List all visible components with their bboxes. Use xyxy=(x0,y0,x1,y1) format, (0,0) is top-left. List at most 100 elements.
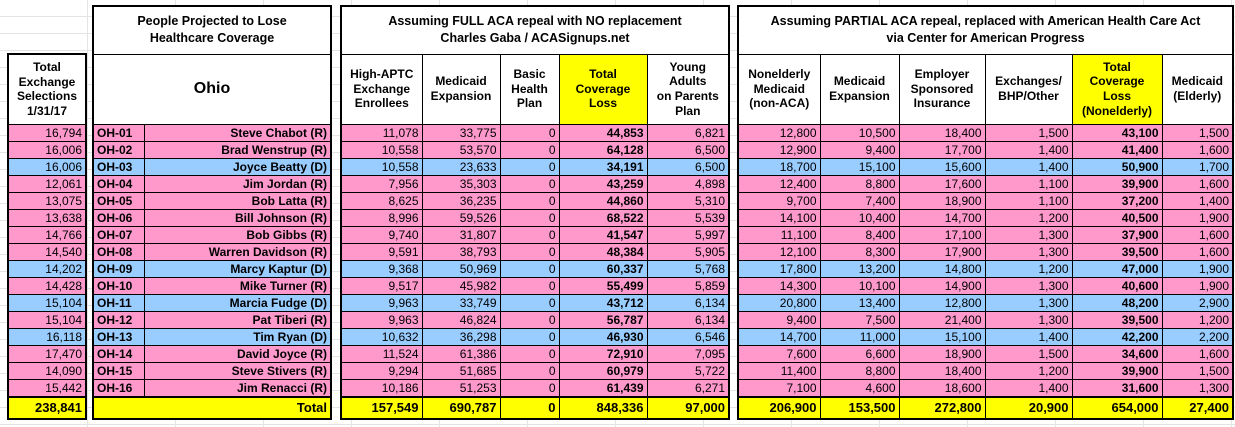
cell[interactable]: 44,853 xyxy=(558,123,648,142)
cell-total-coverage-loss-nonelderly[interactable]: 654,000 xyxy=(1071,395,1163,419)
cell-district[interactable]: OH-14 xyxy=(92,344,145,363)
cell[interactable]: 9,700 xyxy=(737,191,821,210)
cell[interactable]: 20,800 xyxy=(737,293,821,312)
cell[interactable]: 40,600 xyxy=(1071,276,1163,295)
cell-total[interactable]: 20,900 xyxy=(984,395,1073,419)
cell[interactable]: 6,600 xyxy=(819,344,900,363)
cell-exchange-selections[interactable]: 16,006 xyxy=(7,140,87,159)
cell[interactable]: 1,700 xyxy=(1161,157,1234,176)
cell-exchange-selections[interactable]: 16,794 xyxy=(7,123,87,142)
cell[interactable]: 18,400 xyxy=(898,123,986,142)
cell[interactable]: 1,300 xyxy=(984,242,1073,261)
cell[interactable]: 9,400 xyxy=(737,310,821,329)
cell[interactable]: 11,100 xyxy=(737,225,821,244)
cell[interactable]: 14,300 xyxy=(737,276,821,295)
cell[interactable]: 10,186 xyxy=(340,378,423,397)
cell[interactable]: 1,600 xyxy=(1161,174,1234,193)
cell[interactable]: 12,800 xyxy=(737,123,821,142)
cell[interactable]: 0 xyxy=(499,242,560,261)
cell-district[interactable]: OH-15 xyxy=(92,361,145,380)
cell[interactable]: 1,600 xyxy=(1161,344,1234,363)
cell[interactable]: 1,900 xyxy=(1161,259,1234,278)
cell[interactable]: 56,787 xyxy=(558,310,648,329)
section-title-full-repeal[interactable]: Assuming FULL ACA repeal with NO replace… xyxy=(340,5,730,55)
cell[interactable]: 10,558 xyxy=(340,140,423,159)
section-title-people-projected[interactable]: People Projected to Lose Healthcare Cove… xyxy=(92,5,332,55)
cell[interactable]: 0 xyxy=(499,293,560,312)
column-header-total-coverage-loss[interactable]: Total Coverage Loss xyxy=(558,53,648,125)
cell[interactable]: 18,400 xyxy=(898,361,986,380)
cell[interactable]: 8,996 xyxy=(340,208,423,227)
cell[interactable]: 41,547 xyxy=(558,225,648,244)
cell[interactable]: 14,100 xyxy=(737,208,821,227)
cell[interactable]: 6,134 xyxy=(646,310,730,329)
cell[interactable]: 1,900 xyxy=(1161,276,1234,295)
cell[interactable]: 38,793 xyxy=(421,242,501,261)
cell-representative[interactable]: Bob Latta (R) xyxy=(143,191,332,210)
cell[interactable]: 13,200 xyxy=(819,259,900,278)
cell[interactable]: 4,898 xyxy=(646,174,730,193)
cell[interactable]: 51,685 xyxy=(421,361,501,380)
cell[interactable]: 6,546 xyxy=(646,327,730,346)
cell[interactable]: 10,100 xyxy=(819,276,900,295)
cell[interactable]: 1,300 xyxy=(1161,378,1234,397)
cell[interactable]: 0 xyxy=(499,140,560,159)
cell[interactable]: 14,700 xyxy=(898,208,986,227)
cell[interactable]: 1,500 xyxy=(1161,123,1234,142)
cell[interactable]: 14,700 xyxy=(737,327,821,346)
cell[interactable]: 5,722 xyxy=(646,361,730,380)
cell[interactable]: 15,100 xyxy=(898,327,986,346)
cell[interactable]: 50,969 xyxy=(421,259,501,278)
cell[interactable]: 1,500 xyxy=(984,344,1073,363)
cell[interactable]: 39,500 xyxy=(1071,310,1163,329)
cell[interactable]: 9,400 xyxy=(819,140,900,159)
cell[interactable]: 8,800 xyxy=(819,174,900,193)
cell[interactable]: 18,700 xyxy=(737,157,821,176)
cell[interactable]: 44,860 xyxy=(558,191,648,210)
column-header-young-adults[interactable]: Young Adults on Parents Plan xyxy=(646,53,730,125)
cell[interactable]: 39,500 xyxy=(1071,242,1163,261)
cell[interactable]: 18,900 xyxy=(898,191,986,210)
cell[interactable]: 1,300 xyxy=(984,310,1073,329)
cell[interactable]: 1,500 xyxy=(984,123,1073,142)
cell-exchange-selections[interactable]: 12,061 xyxy=(7,174,87,193)
cell[interactable]: 48,200 xyxy=(1071,293,1163,312)
cell[interactable]: 1,400 xyxy=(984,157,1073,176)
cell-exchange-selections[interactable]: 17,470 xyxy=(7,344,87,363)
cell[interactable]: 1,400 xyxy=(984,327,1073,346)
cell[interactable]: 1,400 xyxy=(984,378,1073,397)
cell-total[interactable]: 27,400 xyxy=(1161,395,1234,419)
cell-representative[interactable]: Bill Johnson (R) xyxy=(143,208,332,227)
cell[interactable]: 7,095 xyxy=(646,344,730,363)
cell[interactable]: 6,500 xyxy=(646,157,730,176)
cell[interactable]: 5,997 xyxy=(646,225,730,244)
cell[interactable]: 5,768 xyxy=(646,259,730,278)
cell[interactable]: 7,400 xyxy=(819,191,900,210)
cell[interactable]: 33,749 xyxy=(421,293,501,312)
cell[interactable]: 10,632 xyxy=(340,327,423,346)
cell[interactable]: 34,600 xyxy=(1071,344,1163,363)
cell-representative[interactable]: Jim Jordan (R) xyxy=(143,174,332,193)
cell[interactable]: 2,200 xyxy=(1161,327,1234,346)
cell[interactable]: 59,526 xyxy=(421,208,501,227)
cell[interactable]: 14,800 xyxy=(898,259,986,278)
cell[interactable]: 47,000 xyxy=(1071,259,1163,278)
column-header-medicaid-expansion[interactable]: Medicaid Expansion xyxy=(421,53,501,125)
cell[interactable]: 61,386 xyxy=(421,344,501,363)
cell[interactable]: 6,271 xyxy=(646,378,730,397)
cell[interactable]: 17,700 xyxy=(898,140,986,159)
cell[interactable]: 5,310 xyxy=(646,191,730,210)
cell-district[interactable]: OH-16 xyxy=(92,378,145,397)
cell[interactable]: 1,300 xyxy=(984,225,1073,244)
cell[interactable]: 23,633 xyxy=(421,157,501,176)
cell[interactable]: 0 xyxy=(499,208,560,227)
cell[interactable]: 8,400 xyxy=(819,225,900,244)
cell[interactable]: 12,400 xyxy=(737,174,821,193)
column-header-nonelderly-medicaid[interactable]: Nonelderly Medicaid (non-ACA) xyxy=(737,53,821,125)
cell[interactable]: 37,900 xyxy=(1071,225,1163,244)
cell[interactable]: 9,963 xyxy=(340,293,423,312)
cell[interactable]: 1,500 xyxy=(1161,361,1234,380)
cell[interactable]: 11,078 xyxy=(340,123,423,142)
cell[interactable]: 1,200 xyxy=(984,259,1073,278)
cell[interactable]: 33,775 xyxy=(421,123,501,142)
